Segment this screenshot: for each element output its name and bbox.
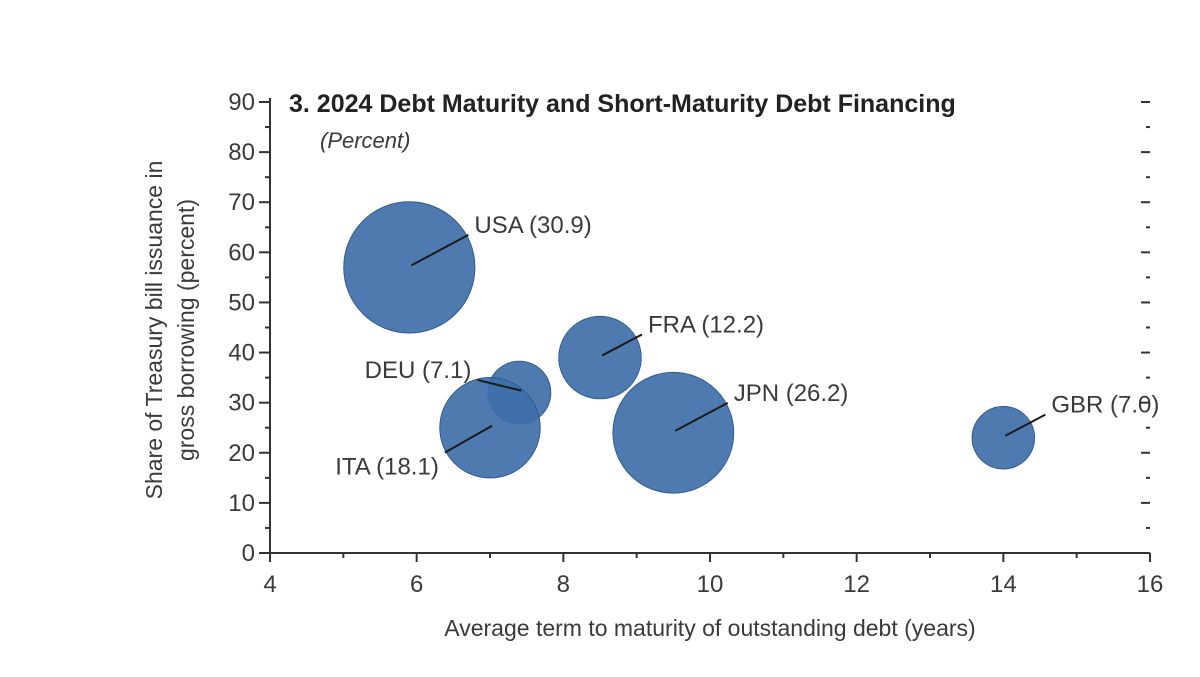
x-axis-label: Average term to maturity of outstanding …	[444, 615, 975, 641]
y-tick-label: 40	[228, 340, 255, 367]
data-labels: USA (30.9) FRA (12.2) DEU (7.1) JPN (26.2) I…	[335, 212, 1159, 481]
chart-subtitle: (Percent)	[320, 128, 410, 153]
y-tick-label: 10	[228, 490, 255, 517]
x-tick-label: 16	[1137, 571, 1164, 598]
ticks: 4 6 8 10 12 14 16 0 10 20 30 40 50 60 70 80 90	[228, 89, 1163, 598]
leader-line-jpn	[674, 401, 729, 432]
y-tick-label: 20	[228, 440, 255, 467]
y-tick-label: 50	[228, 289, 255, 316]
data-label-jpn: JPN (26.2)	[734, 380, 849, 407]
bubble-gbr	[971, 406, 1036, 470]
y-axis-label-line-2: gross borrowing (percent)	[173, 199, 199, 461]
y-axis-label-line-1: Share of Treasury bill issuance in	[141, 161, 167, 500]
leader-line-fra	[601, 333, 643, 357]
leader-line-gbr	[1004, 413, 1046, 437]
data-label-deu: DEU (7.1)	[365, 357, 472, 384]
data-label-ita: ITA (18.1)	[335, 454, 439, 481]
bubble-jpn	[612, 371, 735, 494]
data-label-gbr: GBR (7.0)	[1051, 392, 1159, 419]
x-tick-label: 8	[557, 571, 570, 598]
y-tick-label: 60	[228, 239, 255, 266]
bubble-fra	[558, 315, 642, 400]
y-tick-label: 0	[242, 540, 255, 567]
data-label-fra: FRA (12.2)	[648, 311, 764, 338]
y-tick-label: 80	[228, 139, 255, 166]
x-tick-label: 12	[843, 571, 870, 598]
x-tick-label: 14	[990, 571, 1017, 598]
y-tick-label: 90	[228, 89, 255, 116]
bubbles	[343, 201, 1036, 494]
data-label-usa: USA (30.9)	[474, 212, 591, 239]
bubble-usa	[343, 201, 476, 334]
y-axis-label: Share of Treasury bill issuance in gross…	[141, 161, 199, 500]
y-tick-label: 30	[228, 390, 255, 417]
y-tick-label: 70	[228, 189, 255, 216]
leader-line-ita	[444, 424, 493, 454]
chart-title: 3. 2024 Debt Maturity and Short-Maturity…	[289, 90, 956, 118]
x-tick-label: 4	[263, 571, 276, 598]
x-tick-label: 6	[410, 571, 423, 598]
leader-line-usa	[410, 234, 469, 267]
x-tick-label: 10	[697, 571, 724, 598]
leader-line-deu	[477, 378, 522, 392]
